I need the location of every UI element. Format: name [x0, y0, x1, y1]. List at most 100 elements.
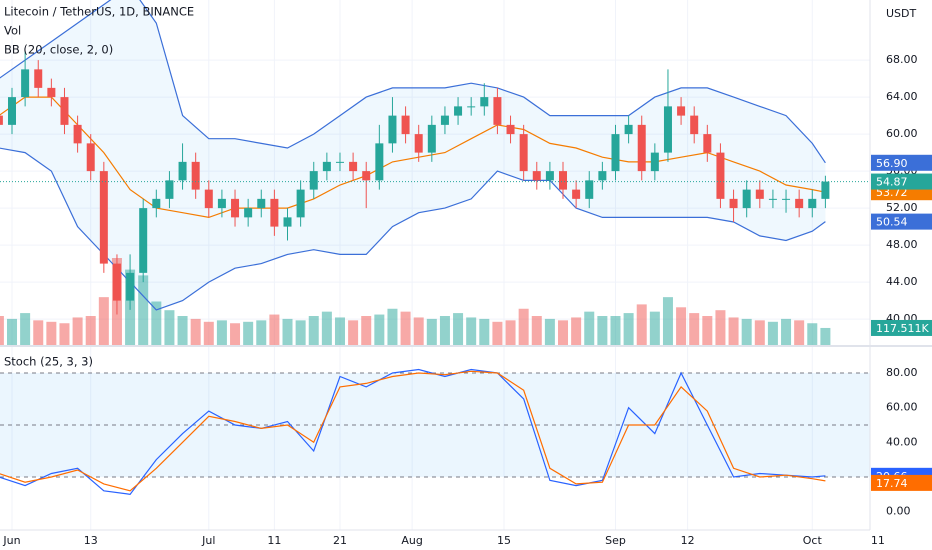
candle-body: [532, 171, 541, 181]
volume-bar: [662, 297, 673, 345]
x-tick-label: 12: [681, 534, 695, 547]
volume-bar: [466, 317, 477, 345]
x-tick-label: 15: [497, 534, 511, 547]
candle-body: [388, 115, 397, 144]
volume-bar: [584, 311, 595, 345]
candle-body: [257, 198, 266, 209]
stoch-legend: Stoch (25, 3, 3): [4, 355, 93, 369]
candle-body: [0, 115, 3, 125]
candle-body: [8, 97, 17, 125]
volume-bar: [649, 311, 660, 345]
candle-body: [755, 189, 764, 199]
candle-body: [506, 124, 515, 135]
candle-body: [493, 97, 502, 125]
y-tick-label: 60.00: [886, 127, 918, 140]
volume-bar: [374, 314, 385, 345]
volume-bar: [0, 316, 4, 345]
volume-bar: [361, 316, 372, 345]
candle-body: [47, 87, 56, 98]
candle-body: [231, 198, 240, 218]
volume-bar: [177, 316, 188, 345]
volume-bar: [558, 320, 569, 345]
volume-bar: [807, 323, 818, 345]
candle-body: [467, 106, 476, 108]
volume-bar: [453, 313, 464, 345]
volume-badge: [871, 319, 932, 336]
candle-body: [454, 106, 463, 116]
volume-bar: [243, 321, 254, 345]
volume-bar: [636, 304, 647, 345]
plot-area: [0, 0, 870, 530]
volume-bar: [282, 318, 293, 345]
volume-bar: [295, 320, 306, 345]
volume-bar: [610, 316, 621, 345]
x-tick-label: 21: [333, 534, 347, 547]
volume-bar: [20, 313, 31, 345]
stoch-tick-label: 0.00: [886, 505, 911, 518]
candle-body: [559, 171, 568, 190]
volume-bar: [715, 310, 726, 345]
volume-bar: [216, 320, 227, 345]
volume-bar: [426, 318, 437, 345]
candle-body: [165, 180, 174, 199]
candle-body: [309, 171, 318, 190]
candle-body: [349, 161, 358, 172]
candle-body: [217, 198, 226, 209]
volume-bar: [597, 316, 608, 345]
y-tick-label: 44.00: [886, 275, 918, 288]
candle-body: [73, 124, 82, 144]
candle-body: [86, 143, 95, 172]
volume-bar: [767, 321, 778, 345]
volume-bar: [728, 317, 739, 345]
volume-bar: [269, 314, 280, 345]
volume-bar: [230, 323, 241, 345]
bb-badge: [871, 213, 932, 230]
currency: USDT: [886, 7, 917, 20]
candle-body: [60, 97, 69, 125]
x-tick-label: Jun: [2, 534, 20, 547]
volume-bar: [151, 301, 162, 345]
y-tick-label: 52.00: [886, 201, 918, 214]
volume-bar: [518, 308, 529, 345]
candle-body: [729, 198, 738, 209]
candle-body: [585, 180, 594, 199]
candle-body: [244, 208, 253, 218]
volume-bar: [439, 316, 450, 345]
volume-bar: [505, 320, 516, 345]
candle-body: [598, 171, 607, 181]
volume-badge-text: 117.511K: [876, 322, 929, 335]
candle-body: [703, 134, 712, 153]
x-tick-label: 11: [267, 534, 281, 547]
candle-body: [21, 69, 30, 98]
candle-body: [296, 189, 305, 218]
volume-bar: [348, 320, 359, 345]
volume-bar: [571, 317, 582, 345]
candle-body: [427, 124, 436, 153]
candle-body: [795, 198, 804, 209]
volume-bar: [203, 321, 214, 345]
volume-bar: [479, 318, 490, 345]
bb-fill: [0, 0, 826, 310]
price-badge: [871, 173, 932, 190]
y-tick-label: 48.00: [886, 238, 918, 251]
candle-body: [440, 115, 449, 125]
x-tick-label: Sep: [605, 534, 626, 547]
volume-bar: [59, 323, 70, 345]
volume-bar: [387, 308, 398, 345]
volume-bar: [256, 320, 267, 345]
volume-bar: [334, 317, 345, 345]
bb-legend: BB (20, close, 2, 0): [4, 43, 113, 57]
x-tick-label: Oct: [803, 534, 823, 547]
candle-body: [808, 198, 817, 209]
volume-bar: [98, 297, 109, 345]
candle-body: [112, 263, 121, 301]
candle-body: [139, 208, 148, 273]
x-tick-label: 11: [871, 534, 885, 547]
candle-body: [782, 198, 791, 200]
x-tick-label: Aug: [401, 534, 422, 547]
volume-bar: [72, 317, 83, 345]
x-tick-label: Jul: [201, 534, 215, 547]
candle-body: [270, 198, 279, 227]
volume-bar: [46, 321, 57, 345]
